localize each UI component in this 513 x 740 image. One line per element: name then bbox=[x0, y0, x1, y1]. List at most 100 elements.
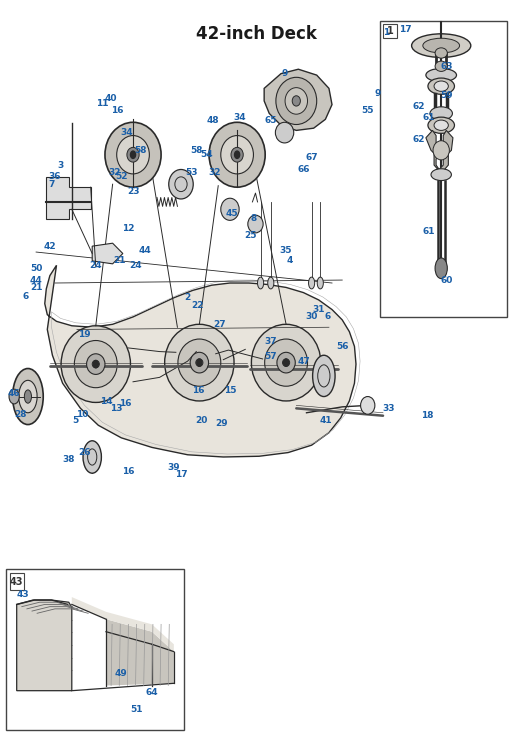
Circle shape bbox=[93, 360, 98, 368]
Ellipse shape bbox=[277, 352, 295, 373]
Text: 58: 58 bbox=[134, 146, 146, 155]
Text: 36: 36 bbox=[49, 172, 61, 181]
Polygon shape bbox=[106, 619, 174, 685]
Text: 44: 44 bbox=[139, 246, 152, 255]
Circle shape bbox=[234, 151, 240, 158]
Ellipse shape bbox=[317, 277, 323, 289]
Text: 19: 19 bbox=[78, 330, 90, 339]
Ellipse shape bbox=[248, 215, 263, 233]
Ellipse shape bbox=[433, 141, 449, 160]
Text: 45: 45 bbox=[226, 209, 239, 218]
Text: 47: 47 bbox=[297, 357, 310, 366]
Text: 24: 24 bbox=[89, 260, 102, 270]
Text: 30: 30 bbox=[305, 312, 318, 321]
Text: 41: 41 bbox=[319, 416, 332, 425]
Text: 16: 16 bbox=[119, 399, 131, 408]
Text: 42-inch Deck: 42-inch Deck bbox=[196, 25, 317, 43]
Ellipse shape bbox=[423, 38, 460, 53]
Ellipse shape bbox=[435, 48, 447, 58]
Text: 56: 56 bbox=[336, 342, 348, 351]
Ellipse shape bbox=[312, 355, 335, 397]
Text: 5: 5 bbox=[72, 416, 78, 425]
Ellipse shape bbox=[428, 78, 455, 94]
Text: 21: 21 bbox=[30, 283, 43, 292]
Text: 24: 24 bbox=[129, 260, 142, 270]
Circle shape bbox=[130, 151, 135, 158]
Ellipse shape bbox=[196, 359, 203, 366]
Text: 6: 6 bbox=[325, 312, 331, 321]
Text: 60: 60 bbox=[440, 275, 452, 285]
Ellipse shape bbox=[275, 122, 294, 143]
Ellipse shape bbox=[430, 107, 452, 120]
Text: 53: 53 bbox=[185, 168, 198, 177]
Text: 8: 8 bbox=[251, 214, 257, 223]
Text: 17: 17 bbox=[174, 470, 187, 480]
Ellipse shape bbox=[435, 61, 447, 72]
Text: 43: 43 bbox=[10, 576, 24, 587]
Bar bbox=[7, 569, 184, 730]
Ellipse shape bbox=[127, 147, 139, 162]
Text: 62: 62 bbox=[412, 101, 425, 110]
Ellipse shape bbox=[265, 339, 307, 386]
Ellipse shape bbox=[92, 360, 100, 368]
Text: 16: 16 bbox=[191, 386, 204, 395]
Text: 9: 9 bbox=[374, 89, 381, 98]
Text: 3: 3 bbox=[57, 161, 63, 169]
Text: 33: 33 bbox=[382, 404, 394, 413]
Text: 6: 6 bbox=[23, 292, 29, 300]
Text: 38: 38 bbox=[63, 455, 75, 465]
Text: 28: 28 bbox=[14, 410, 27, 419]
Ellipse shape bbox=[105, 122, 161, 187]
Ellipse shape bbox=[83, 441, 102, 473]
Text: 21: 21 bbox=[113, 256, 126, 266]
Ellipse shape bbox=[431, 169, 451, 181]
Ellipse shape bbox=[426, 69, 457, 81]
Text: 34: 34 bbox=[234, 113, 246, 122]
Bar bbox=[383, 24, 398, 38]
Ellipse shape bbox=[221, 198, 239, 221]
Text: 25: 25 bbox=[244, 232, 256, 240]
Text: 59: 59 bbox=[440, 91, 452, 100]
Text: 18: 18 bbox=[421, 411, 433, 420]
Ellipse shape bbox=[209, 122, 265, 187]
Ellipse shape bbox=[87, 354, 105, 374]
Ellipse shape bbox=[190, 352, 209, 373]
Text: 17: 17 bbox=[399, 25, 412, 34]
Ellipse shape bbox=[116, 135, 149, 174]
Text: 26: 26 bbox=[78, 448, 90, 457]
Ellipse shape bbox=[24, 390, 31, 403]
Text: 35: 35 bbox=[280, 246, 292, 255]
Text: 52: 52 bbox=[115, 172, 128, 181]
Text: 2: 2 bbox=[185, 293, 191, 302]
Text: 64: 64 bbox=[146, 688, 158, 697]
Polygon shape bbox=[264, 70, 332, 130]
Ellipse shape bbox=[411, 34, 471, 58]
Text: 11: 11 bbox=[96, 98, 109, 107]
Text: 14: 14 bbox=[100, 397, 112, 406]
Ellipse shape bbox=[258, 277, 264, 289]
Text: 16: 16 bbox=[111, 106, 124, 115]
Text: 7: 7 bbox=[48, 180, 54, 189]
Text: 32: 32 bbox=[108, 168, 121, 177]
Text: 61: 61 bbox=[423, 227, 435, 236]
Ellipse shape bbox=[178, 339, 221, 386]
Text: 31: 31 bbox=[312, 305, 325, 314]
Ellipse shape bbox=[428, 117, 455, 133]
Ellipse shape bbox=[74, 340, 117, 388]
Text: 1: 1 bbox=[387, 26, 393, 36]
Text: 63: 63 bbox=[440, 61, 452, 71]
Polygon shape bbox=[17, 600, 72, 690]
Text: 50: 50 bbox=[30, 263, 42, 273]
Ellipse shape bbox=[61, 326, 130, 403]
Ellipse shape bbox=[19, 380, 37, 413]
Polygon shape bbox=[72, 597, 174, 652]
Text: 54: 54 bbox=[200, 150, 213, 159]
Polygon shape bbox=[92, 243, 123, 264]
Text: 55: 55 bbox=[362, 106, 374, 115]
Ellipse shape bbox=[361, 397, 375, 414]
Polygon shape bbox=[426, 130, 453, 171]
Text: 44: 44 bbox=[30, 275, 43, 285]
Text: 16: 16 bbox=[122, 467, 134, 477]
Text: 27: 27 bbox=[213, 320, 226, 329]
Ellipse shape bbox=[165, 324, 234, 401]
